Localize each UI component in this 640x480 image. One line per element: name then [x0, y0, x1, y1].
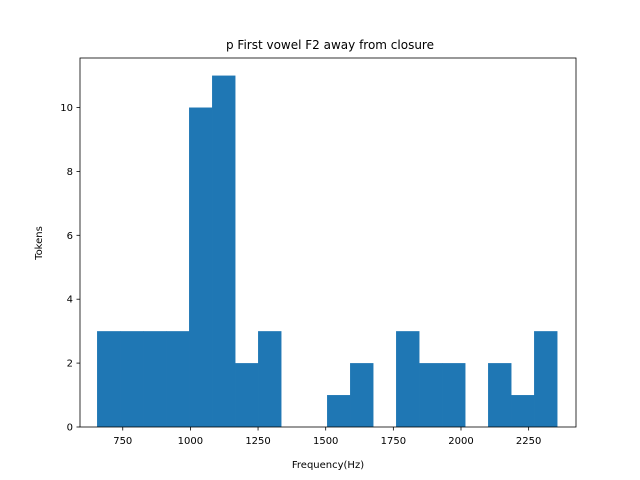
y-tick-label: 10 [60, 103, 73, 114]
histogram-bar-4 [189, 107, 213, 428]
x-tick-label: 1250 [245, 436, 270, 447]
histogram-bar-1 [120, 331, 144, 427]
y-tick-label: 6 [67, 231, 73, 242]
histogram-bar-18 [511, 395, 535, 427]
plot-frame [79, 57, 577, 428]
histogram-bar-3 [166, 331, 190, 427]
y-tick-label: 4 [67, 295, 73, 306]
histogram-bar-6 [235, 363, 259, 427]
histogram-bar-13 [396, 331, 420, 427]
y-axis-label: Tokens [34, 226, 45, 261]
x-tick-label: 750 [113, 436, 132, 447]
x-axis-label: Frequency(Hz) [292, 460, 364, 471]
y-tick-label: 2 [67, 359, 73, 370]
histogram-bar-2 [143, 331, 167, 427]
chart-title: p First vowel F2 away from closure [226, 38, 434, 52]
x-tick-label: 1500 [313, 436, 338, 447]
x-tick-label: 1750 [381, 436, 406, 447]
histogram-bar-17 [488, 363, 512, 427]
histogram-bar-10 [327, 395, 351, 427]
histogram-bar-5 [212, 75, 236, 428]
x-tick-label: 2000 [448, 436, 473, 447]
histogram-bar-7 [258, 331, 282, 427]
x-tick-label: 1000 [178, 436, 203, 447]
y-tick-label: 0 [67, 423, 73, 434]
x-tick-label: 2250 [516, 436, 541, 447]
histogram-bar-0 [97, 331, 121, 427]
histogram-bar-14 [419, 363, 443, 427]
y-tick-label: 8 [67, 167, 73, 178]
y-axis-ticks: 0 2 4 6 8 10 [60, 103, 80, 434]
histogram-bar-19 [534, 331, 558, 427]
x-axis-ticks: 750 1000 1250 1500 1750 2000 2250 [113, 427, 541, 447]
histogram-bar-15 [442, 363, 466, 427]
histogram-bar-11 [350, 363, 374, 427]
bars-group [97, 75, 558, 428]
